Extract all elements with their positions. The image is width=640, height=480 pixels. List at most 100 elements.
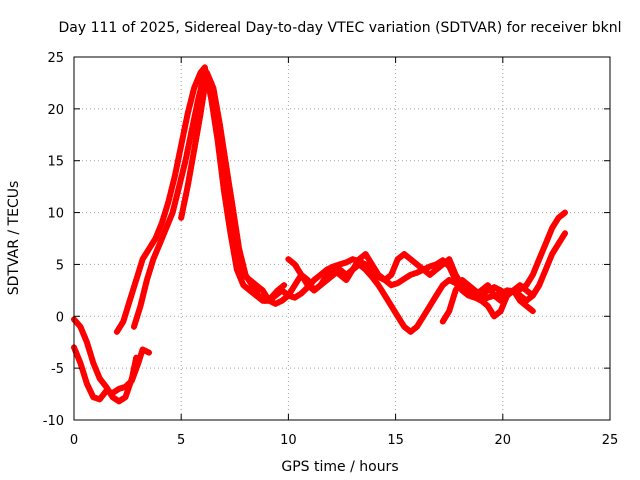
tick-labels: 0 5 10 15 20 25 -10 -5 0 5 10 15 20 25 [43, 51, 619, 448]
data-point [149, 259, 156, 266]
data-point [189, 90, 196, 97]
data-point [90, 394, 97, 401]
data-point [163, 205, 170, 212]
data-point [78, 362, 85, 369]
data-point [148, 262, 155, 269]
data-point [426, 263, 433, 270]
data-point [137, 302, 144, 309]
x-tick-label: 0 [70, 433, 78, 448]
data-point [77, 360, 84, 366]
data-point [166, 193, 173, 200]
data-point [185, 108, 192, 115]
data-point [272, 300, 279, 307]
data-point [135, 308, 142, 315]
data-point [178, 172, 185, 179]
data-point [125, 300, 132, 307]
data-point [186, 102, 193, 109]
data-point [87, 388, 94, 395]
y-tick-label: 25 [47, 51, 64, 66]
data-point [176, 183, 183, 190]
data-point [340, 260, 347, 267]
data-point [447, 305, 454, 312]
data-point [168, 187, 175, 194]
data-point [86, 348, 93, 355]
data-point [122, 312, 129, 319]
y-tick-label: -5 [51, 362, 64, 377]
data-point [138, 297, 145, 304]
data-point [450, 293, 457, 300]
data-point [123, 309, 130, 316]
data-point [391, 281, 398, 288]
data-point [206, 74, 213, 81]
data-point [127, 294, 134, 301]
data-point [124, 303, 131, 310]
data-point [122, 394, 129, 401]
data-point [494, 285, 501, 292]
data-point [164, 202, 171, 209]
data-point [116, 385, 122, 392]
series-track-7 [439, 277, 543, 325]
series-track-2 [71, 316, 140, 405]
data-point [261, 297, 268, 304]
data-point [174, 189, 181, 196]
data-point [140, 291, 147, 298]
data-point [139, 346, 146, 353]
data-point [130, 285, 137, 292]
data-point [166, 196, 173, 203]
data-point [159, 217, 166, 223]
data-point [181, 160, 188, 167]
data-point [239, 260, 246, 267]
data-point [141, 288, 147, 295]
data-point [430, 262, 437, 269]
data-point [81, 371, 88, 378]
series-track-6 [285, 251, 536, 315]
data-point [448, 302, 454, 309]
data-point [123, 391, 130, 398]
data-point [134, 311, 141, 318]
data-series [71, 64, 568, 405]
data-point [128, 378, 134, 385]
axis-ticks [73, 56, 611, 421]
data-point [171, 200, 178, 207]
data-point [160, 214, 167, 220]
x-tick-label: 25 [602, 433, 619, 448]
y-tick-label: 15 [47, 155, 64, 170]
y-tick-label: 10 [47, 207, 64, 222]
data-point [449, 299, 455, 306]
data-point [561, 230, 568, 237]
data-point [484, 294, 491, 301]
data-point [131, 363, 138, 370]
y-tick-label: 20 [47, 103, 64, 118]
data-point [158, 219, 165, 226]
data-point [138, 259, 145, 266]
data-point [138, 349, 145, 356]
data-point [186, 105, 193, 112]
series-track-5 [178, 69, 288, 304]
data-point [446, 308, 453, 315]
data-point [236, 248, 243, 255]
data-point [147, 265, 154, 272]
y-tick-label: 5 [56, 258, 64, 273]
data-point [561, 209, 568, 216]
data-point [346, 257, 353, 264]
data-point [139, 294, 146, 301]
data-point [161, 211, 168, 218]
data-point [529, 308, 536, 315]
data-point [536, 282, 543, 289]
x-tick-label: 10 [280, 433, 297, 448]
data-point [145, 271, 152, 278]
data-point [83, 380, 90, 387]
data-point [143, 279, 150, 286]
data-point [169, 209, 176, 216]
data-point [142, 348, 149, 354]
data-point [136, 265, 143, 272]
data-point [87, 351, 94, 358]
data-point [133, 354, 140, 361]
data-point [241, 266, 248, 272]
data-point [162, 208, 169, 215]
data-point [84, 342, 91, 349]
data-point [446, 277, 453, 283]
data-point [137, 351, 144, 358]
data-point [181, 163, 188, 170]
